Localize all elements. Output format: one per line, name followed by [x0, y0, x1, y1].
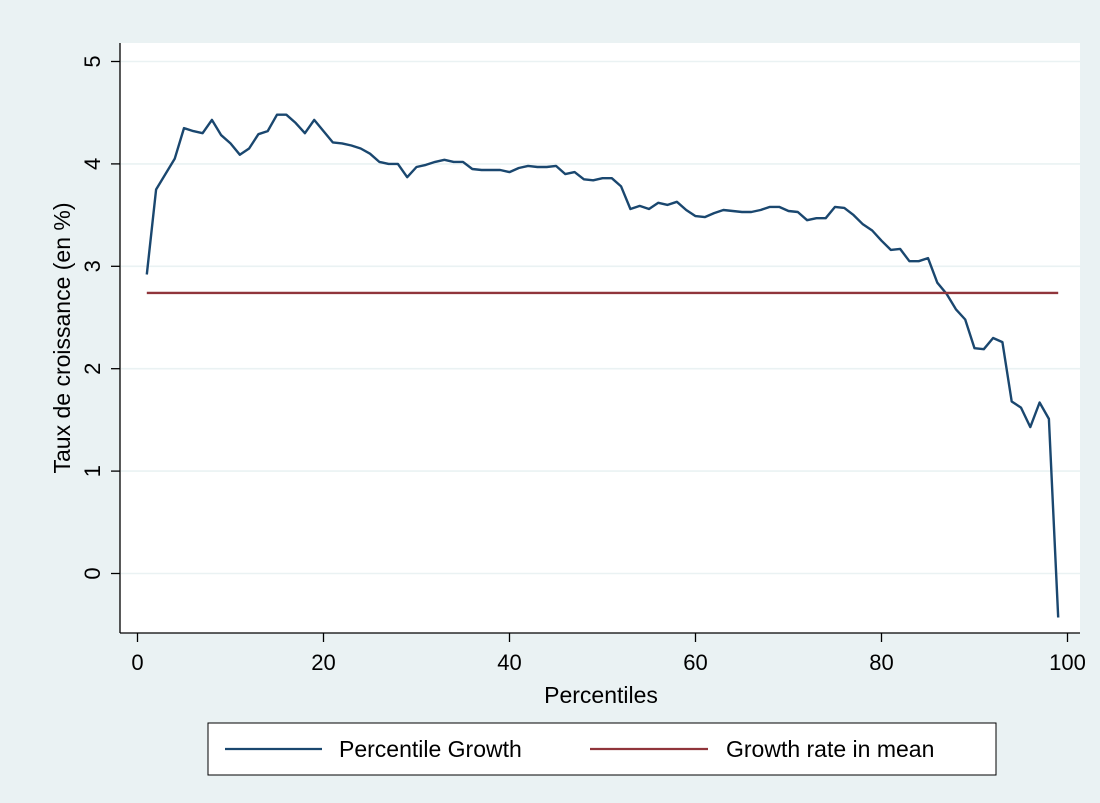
- x-tick-label: 0: [131, 650, 143, 675]
- x-tick-label: 100: [1049, 650, 1086, 675]
- x-tick-label: 20: [311, 650, 335, 675]
- y-tick-label: 3: [80, 260, 105, 272]
- grid-lines: [121, 60, 1080, 575]
- x-tick-label: 80: [869, 650, 893, 675]
- y-tick-label: 5: [80, 55, 105, 67]
- axis-ticks: 0 1 2 3 4 5 0 20 40 60 80 100: [80, 55, 1086, 675]
- legend: Percentile Growth Growth rate in mean: [207, 722, 997, 776]
- x-axis-title: Percentiles: [544, 682, 658, 708]
- y-tick-label: 2: [80, 363, 105, 375]
- y-tick-label: 4: [80, 158, 105, 170]
- legend-label-growth-rate-in-mean: Growth rate in mean: [726, 736, 934, 762]
- y-axis-title: Taux de croissance (en %): [49, 202, 75, 473]
- series-line-percentile-growth: [145, 113, 1060, 618]
- series-lines: [145, 113, 1060, 618]
- legend-label-percentile-growth: Percentile Growth: [339, 736, 522, 762]
- x-tick-label: 40: [497, 650, 521, 675]
- x-tick-label: 60: [683, 650, 707, 675]
- y-tick-label: 0: [80, 567, 105, 579]
- plot-area: [120, 43, 1080, 633]
- y-tick-label: 1: [80, 465, 105, 477]
